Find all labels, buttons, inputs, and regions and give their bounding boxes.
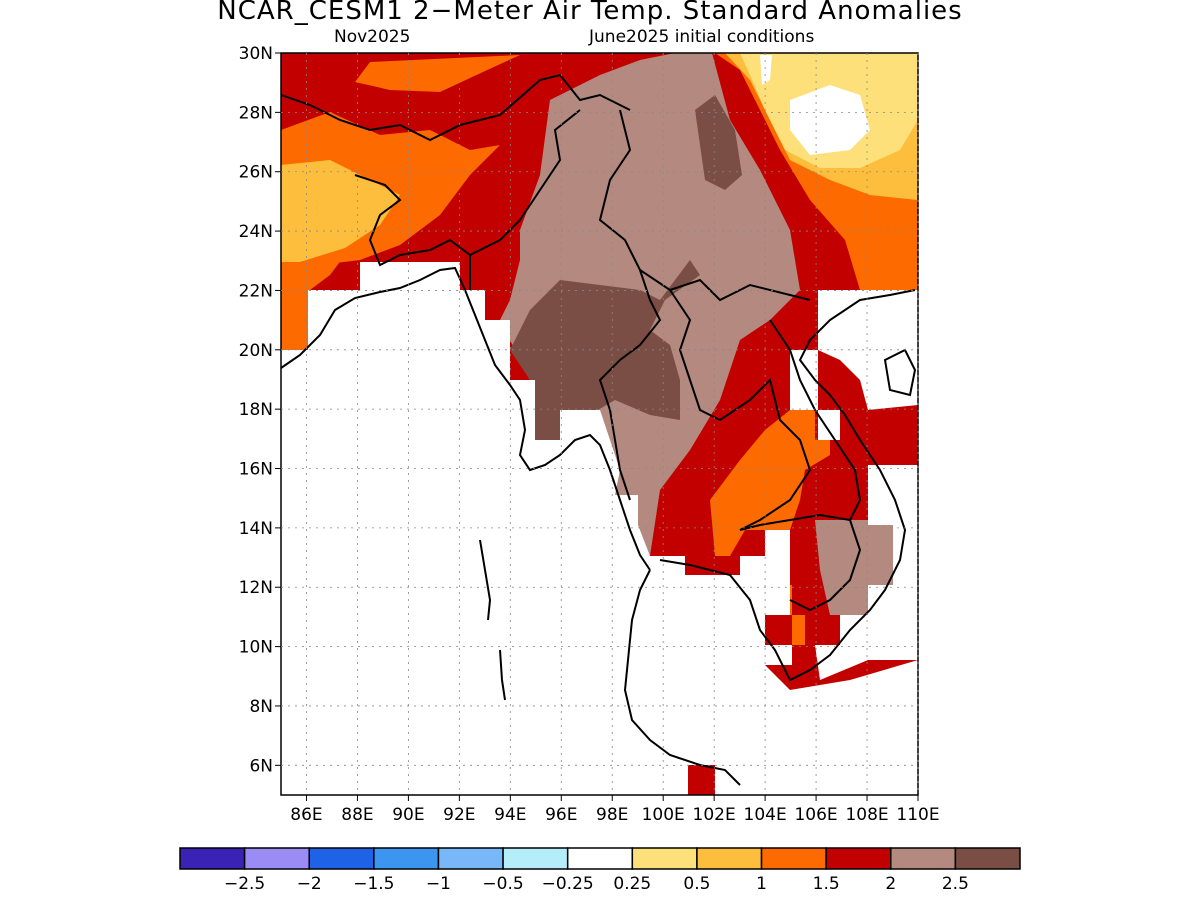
lon-tick-label: 100E [642,805,685,825]
lon-tick-label: 106E [794,805,837,825]
colorbar-swatch [437,847,504,870]
anomaly-red-malay-peninsula [688,765,715,795]
anomaly-white-ne-small [760,55,772,85]
colorbar-swatch [243,847,310,870]
map-title: NCAR_CESM1 2−Meter Air Temp. Standard An… [217,0,963,26]
anomaly-white-east [868,465,918,660]
longitude-axis: 86E 88E 90E 92E 94E 96E 98E 100E 102E 104E 106E 108… [290,795,940,825]
forecast-month-label: Nov2025 [334,27,411,47]
colorbar-swatch [696,847,763,870]
gulf-of-thailand-coast [623,569,741,786]
anomaly-dark-brown-north [695,95,742,190]
colorbar-swatch [566,847,634,870]
lat-tick-label: 26N [239,163,273,183]
colorbar-swatch [825,847,892,870]
lat-tick-label: 18N [239,400,273,420]
bangladesh-border [354,174,471,290]
anomaly-orange-west-strip [281,255,345,350]
lat-tick-label: 8N [249,697,273,717]
lat-tick-label: 28N [239,103,273,123]
colorbar-swatch [631,847,698,870]
map-area [281,53,918,795]
colorbar-label: 2 [885,874,896,894]
lon-tick-label: 108E [845,805,888,825]
lon-tick-label: 88E [341,805,373,825]
colorbar-label: −1 [426,874,451,894]
lon-tick-label: 98E [596,805,628,825]
lat-tick-label: 12N [239,578,273,598]
colorbar-label: 1 [756,874,767,894]
anomaly-orange-se [710,410,830,556]
anomaly-white-north-vietnam [818,290,918,410]
gulf-east-coast [659,289,916,682]
lon-tick-label: 86E [290,805,322,825]
colorbar: −2.5 −2 −1.5 −1 −0.5 −0.25 0.25 0.5 1 1.5 2 2.5 [179,847,1021,894]
anomaly-white-bay-of-bengal [281,262,918,795]
graticule-gridlines [281,53,919,795]
colorbar-swatch [954,847,1021,870]
colorbar-swatch [502,847,569,870]
colorbar-swatch [308,847,375,870]
india-bangladesh-border [281,73,631,142]
lat-tick-label: 16N [239,460,273,480]
colorbar-label: −2 [297,874,322,894]
lat-tick-label: 6N [249,756,273,776]
lat-tick-label: 22N [239,281,273,301]
latitude-axis: 30N 28N 26N 24N 22N 20N 18N 16N 14N 12N 10N 8N 6N [239,44,281,776]
colorbar-label: 0.5 [683,874,710,894]
colorbar-label: −1.5 [353,874,394,894]
colorbar-label: −2.5 [224,874,265,894]
lon-tick-label: 110E [896,805,939,825]
myanmar-thailand-border [598,269,662,501]
bay-of-bengal-coast [281,266,651,571]
colorbar-swatch [179,847,246,870]
lon-tick-label: 90E [392,805,424,825]
lon-tick-label: 96E [545,805,577,825]
colorbar-swatch [760,847,827,870]
anomaly-orange-se-small2 [792,615,805,645]
anomaly-orange-north [355,55,520,92]
lat-tick-label: 24N [239,222,273,242]
anomaly-yellow-nw [281,160,400,262]
colorbar-label: 1.5 [813,874,840,894]
myanmar-india-border [469,109,581,256]
anomaly-white-vietnam-coast [790,350,840,440]
lat-tick-label: 10N [239,638,273,658]
initial-conditions-label: June2025 initial conditions [589,27,815,47]
coastlines-and-borders [281,73,917,786]
colorbar-label: 0.25 [613,874,651,894]
thailand-laos-border [669,289,812,531]
anomaly-white-vietnam-south [815,615,868,680]
colorbar-label: 2.5 [942,874,969,894]
hainan-outline [883,348,917,397]
lon-tick-label: 92E [443,805,475,825]
lon-tick-label: 102E [693,805,736,825]
lat-tick-label: 20N [239,341,273,361]
andaman-islands [479,539,506,701]
lat-tick-label: 14N [239,519,273,539]
colorbar-swatch [373,847,440,870]
lat-tick-label: 30N [239,44,273,64]
lon-tick-label: 104E [744,805,787,825]
cambodia-border [739,513,862,612]
myanmar-china-border [598,109,811,302]
laos-vietnam-border [769,319,862,521]
colorbar-label: −0.25 [542,874,594,894]
colorbar-swatch [890,847,957,870]
anomaly-white-ne [790,85,870,155]
lon-tick-label: 94E [494,805,526,825]
colorbar-label: −0.5 [482,874,523,894]
